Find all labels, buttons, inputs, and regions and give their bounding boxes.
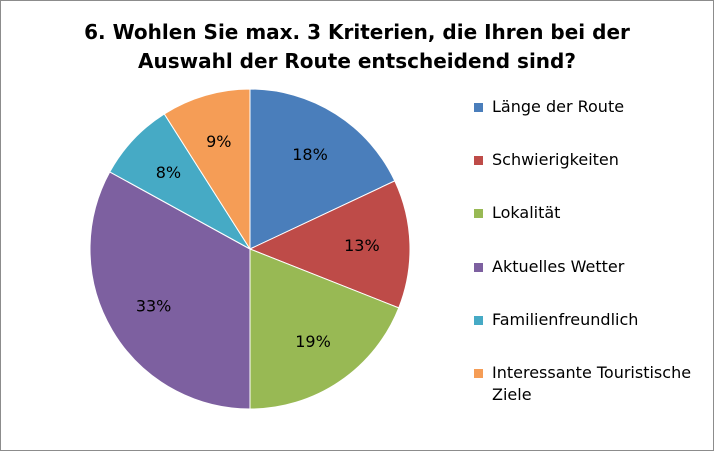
legend-swatch-5 — [474, 315, 483, 325]
legend-label-1: Länge der Route — [492, 97, 625, 116]
pie-data-label-5: 8% — [156, 163, 181, 182]
chart-title: 6. Wohlen Sie max. 3 Kriterien, die Ihre… — [0, 18, 714, 76]
legend-swatch-1 — [474, 103, 483, 112]
legend-label-2: Schwierigkeiten — [492, 150, 619, 170]
pie-slice-3 — [249, 248, 400, 410]
pie-data-label-1: 18% — [292, 145, 328, 164]
legend-swatch-3 — [474, 209, 483, 219]
legend-swatch-2 — [474, 156, 483, 166]
legend-label-4: Aktuelles Wetter — [492, 256, 625, 276]
pie-data-label-3: 19% — [295, 332, 331, 351]
legend-label-5: Familienfreundlich — [492, 309, 639, 329]
pie-data-label-2: 13% — [344, 236, 380, 255]
chart-title-line-1: 6. Wohlen Sie max. 3 Kriterien, die Ihre… — [84, 20, 630, 44]
pie-slice-4 — [89, 171, 251, 410]
pie-slice-1 — [249, 88, 396, 250]
pie-slice-2 — [248, 180, 411, 309]
legend-swatch-4 — [474, 262, 483, 272]
legend-label-3: Lokalität — [492, 203, 561, 223]
pie-data-label-4: 33% — [136, 297, 172, 316]
chart-title-line-2: Auswahl der Route entscheidend sind? — [138, 49, 576, 73]
pie-data-label-6: 9% — [206, 132, 231, 151]
pie-slice-6 — [163, 88, 251, 251]
legend-swatch-6 — [474, 369, 483, 378]
legend-label-6: Interessante Touristische Ziele — [492, 363, 692, 404]
